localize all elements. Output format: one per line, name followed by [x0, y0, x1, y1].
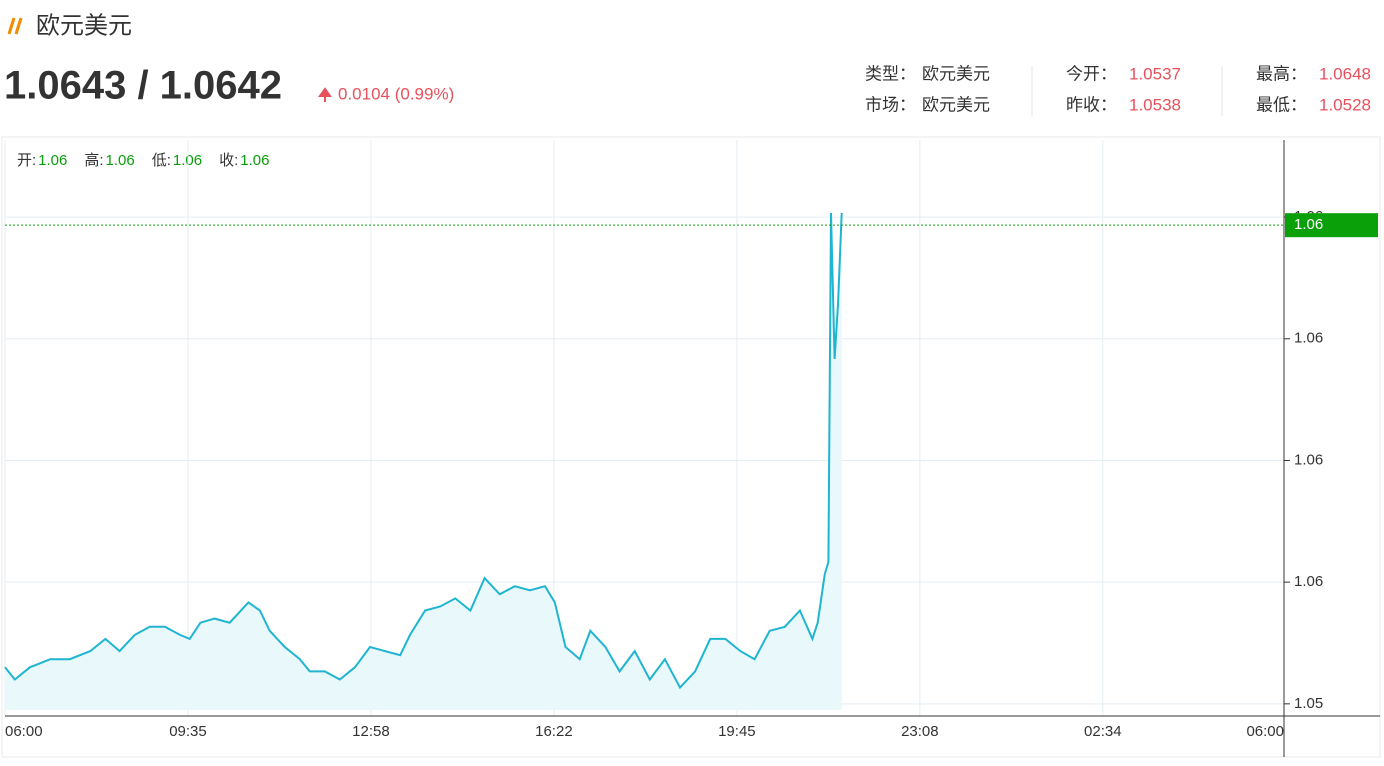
ohlc-label: 收:	[219, 152, 238, 169]
price-line	[4, 212, 843, 690]
ohlc-label: 低:	[152, 152, 171, 169]
x-tick-label: 09:35	[169, 723, 207, 740]
y-tick-label: 1.05	[1294, 695, 1323, 712]
x-tick-label: 16:22	[535, 723, 573, 740]
info-value: 1.0648	[1319, 64, 1371, 83]
info-label: 最高：	[1256, 64, 1307, 83]
info-value: 欧元美元	[922, 95, 990, 114]
info-label: 市场：	[865, 95, 916, 114]
x-tick-label: 23:08	[901, 723, 939, 740]
last-price-label: 1.06	[1294, 216, 1323, 233]
change: 0.0104 (0.99%)	[338, 84, 454, 103]
title: 欧元美元	[36, 12, 132, 39]
ohlc-value: 1.06	[240, 152, 269, 169]
up-arrow	[318, 87, 332, 102]
ohlc-label: 开:	[17, 152, 36, 169]
info-value: 1.0537	[1129, 64, 1181, 83]
price: 1.0643 / 1.0642	[4, 64, 282, 108]
x-tick-label: 12:58	[352, 723, 390, 740]
y-tick-label: 1.06	[1294, 451, 1323, 468]
info-label: 类型：	[865, 64, 916, 83]
info-value: 欧元美元	[922, 64, 990, 83]
ohlc-value: 1.06	[38, 152, 67, 169]
x-tick-label: 06:00	[5, 723, 43, 740]
ohlc-value: 1.06	[106, 152, 135, 169]
info-value: 1.0528	[1319, 95, 1371, 114]
logo-icon	[7, 17, 23, 35]
x-tick-label: 02:34	[1084, 723, 1122, 740]
y-tick-label: 1.06	[1294, 330, 1323, 347]
x-tick-label: 19:45	[718, 723, 756, 740]
last-price-box	[1285, 213, 1378, 238]
info-label: 今开：	[1066, 64, 1117, 83]
info-label: 最低：	[1256, 95, 1307, 114]
ohlc-label: 高:	[84, 152, 103, 169]
area	[5, 213, 842, 710]
chart-frame	[1, 136, 1381, 758]
y-tick-label: 1.06	[1294, 573, 1323, 590]
x-tick-label: 06:00	[1246, 723, 1284, 740]
info-value: 1.0538	[1129, 95, 1181, 114]
info-label: 昨收：	[1066, 95, 1117, 114]
